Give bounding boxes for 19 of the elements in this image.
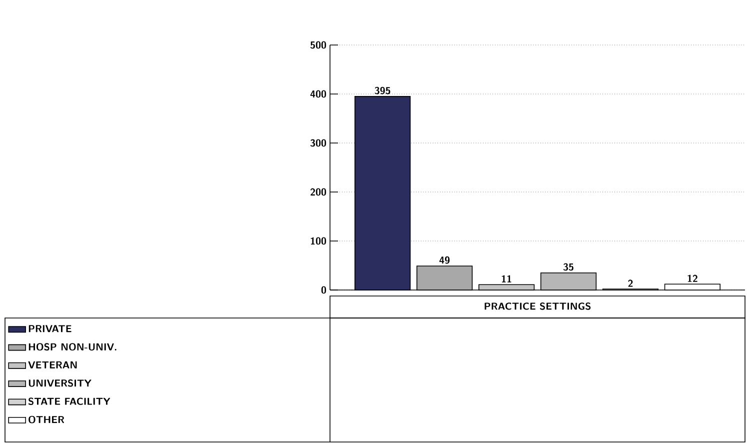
legend-label: VETERAN	[28, 361, 77, 368]
legend-label: UNIVERSITY	[28, 379, 92, 387]
data-label: 2	[628, 280, 633, 287]
y-tick-label: 300	[310, 139, 326, 147]
data-label: 49	[439, 256, 450, 264]
data-label: 12	[688, 274, 698, 282]
y-tick-label: 400	[310, 90, 326, 98]
x-tick-label: PRACTICE SETTINGS	[484, 302, 591, 310]
data-label: 11	[502, 275, 512, 282]
legend-label: OTHER	[28, 416, 64, 424]
legend-label: STATE FACILITY	[28, 398, 110, 405]
data-label: 395	[374, 86, 390, 94]
y-tick-label: 200	[310, 188, 326, 196]
data-label: 35	[563, 263, 574, 271]
y-tick-label: 100	[310, 237, 326, 245]
y-tick-label: 0	[321, 286, 326, 294]
y-tick-label: 500	[310, 41, 326, 49]
legend-label: PRIVATE	[28, 325, 72, 332]
legend-label: HOSP NON-UNIV.	[28, 343, 116, 351]
